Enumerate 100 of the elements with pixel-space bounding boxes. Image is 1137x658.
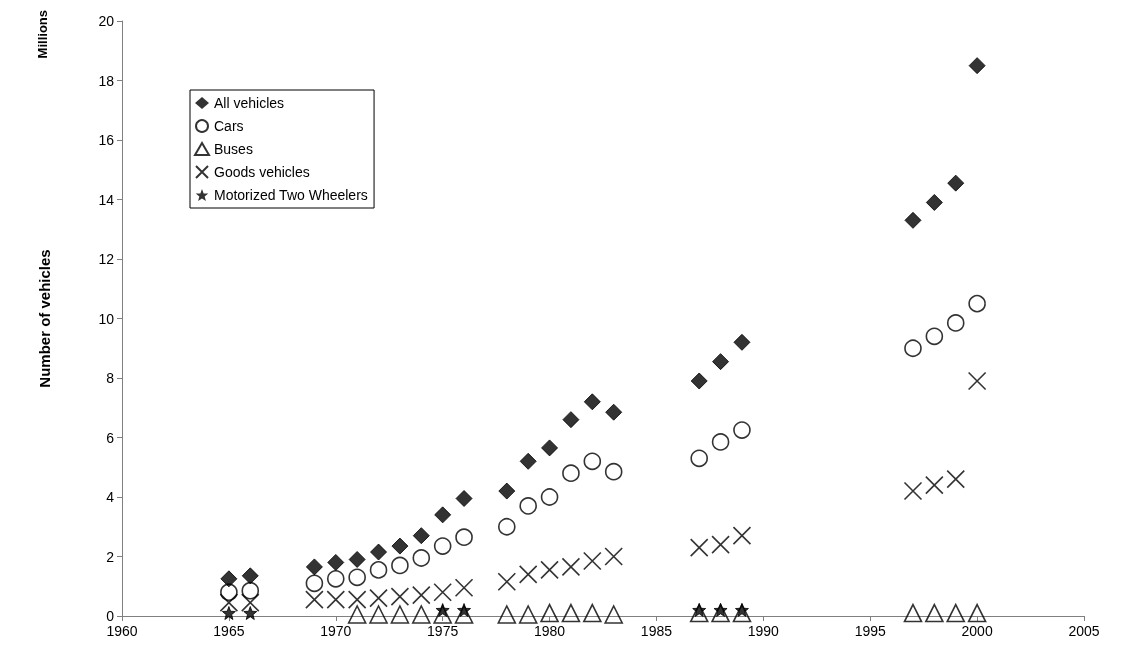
point (604, 605, 623, 624)
point (390, 587, 410, 606)
point (455, 489, 473, 507)
y-tick-label: 14 (98, 191, 115, 208)
point (968, 57, 986, 75)
point (412, 527, 430, 545)
text: Millions (35, 10, 50, 59)
point (541, 439, 559, 457)
point (497, 605, 517, 624)
point (241, 567, 259, 585)
y-tick-label: 10 (98, 310, 115, 327)
point (498, 482, 516, 500)
point (391, 556, 409, 575)
point (947, 174, 965, 192)
point (583, 393, 601, 411)
x-tick-label: 1960 (106, 623, 138, 639)
point (562, 411, 580, 429)
legend-label: Motorized Two Wheelers (214, 187, 368, 203)
y-tick-label: 18 (98, 72, 115, 89)
point (925, 603, 944, 623)
point (391, 537, 409, 555)
point (903, 603, 923, 623)
legend-label: Buses (214, 141, 253, 157)
x-tick-label: 2000 (961, 623, 993, 639)
x-tick-label: 1970 (320, 623, 352, 639)
point (519, 452, 537, 470)
point (241, 581, 260, 600)
x-tick-label: 1975 (427, 623, 459, 639)
point (347, 590, 367, 609)
point (561, 557, 581, 577)
point (967, 371, 987, 391)
point (326, 570, 345, 588)
point (221, 606, 236, 621)
legend-label: Goods vehicles (214, 164, 310, 180)
point (583, 452, 602, 471)
point (903, 481, 923, 501)
y-axis-title: Number of vehicles (36, 249, 53, 388)
point (690, 372, 708, 390)
point (411, 585, 431, 605)
point (946, 603, 966, 623)
point (219, 593, 239, 612)
point (369, 605, 388, 624)
point (711, 433, 730, 451)
point (326, 590, 346, 609)
point (327, 553, 345, 571)
point (925, 475, 944, 495)
point (925, 193, 943, 211)
point (690, 449, 708, 468)
point (689, 538, 709, 557)
x-tick-label: 2005 (1068, 623, 1100, 639)
y-tick-label: 2 (106, 548, 115, 565)
point (220, 570, 238, 588)
point (434, 506, 452, 524)
y-tick-label: 0 (106, 608, 115, 624)
point (562, 464, 580, 482)
y-tick-label: 16 (98, 132, 115, 148)
y-tick-label: 4 (106, 489, 115, 505)
x-tick-label: 1995 (854, 623, 886, 639)
point (904, 339, 922, 358)
point (348, 568, 366, 587)
point (712, 353, 730, 371)
point (583, 551, 602, 571)
point (540, 488, 559, 506)
point (347, 605, 367, 624)
point (390, 605, 410, 624)
x-tick-label: 1965 (213, 623, 245, 639)
point (604, 547, 623, 566)
point (348, 550, 366, 568)
point (733, 421, 751, 439)
point (240, 593, 260, 612)
point (711, 535, 730, 554)
point (455, 528, 473, 546)
x-tick-label: 1980 (533, 623, 566, 639)
point (497, 572, 517, 592)
point (967, 603, 987, 623)
point (305, 574, 324, 593)
point (540, 560, 559, 580)
point (946, 314, 965, 332)
point (369, 561, 388, 579)
point (498, 517, 516, 536)
point (604, 462, 623, 481)
point (305, 590, 324, 609)
point (220, 583, 238, 601)
point (732, 526, 752, 545)
point (411, 605, 431, 624)
legend-label: All vehicles (214, 95, 285, 111)
point (561, 603, 581, 623)
point (583, 603, 602, 623)
y-tick-label: 8 (106, 370, 115, 386)
point (946, 469, 966, 489)
point (370, 543, 388, 561)
point (733, 333, 751, 351)
y-tick-label: 20 (98, 13, 115, 29)
point (904, 211, 922, 229)
y-tick-label: 12 (98, 251, 115, 267)
point (243, 606, 258, 621)
point (433, 537, 452, 555)
point (925, 327, 944, 346)
point (369, 588, 388, 608)
point (305, 558, 323, 576)
